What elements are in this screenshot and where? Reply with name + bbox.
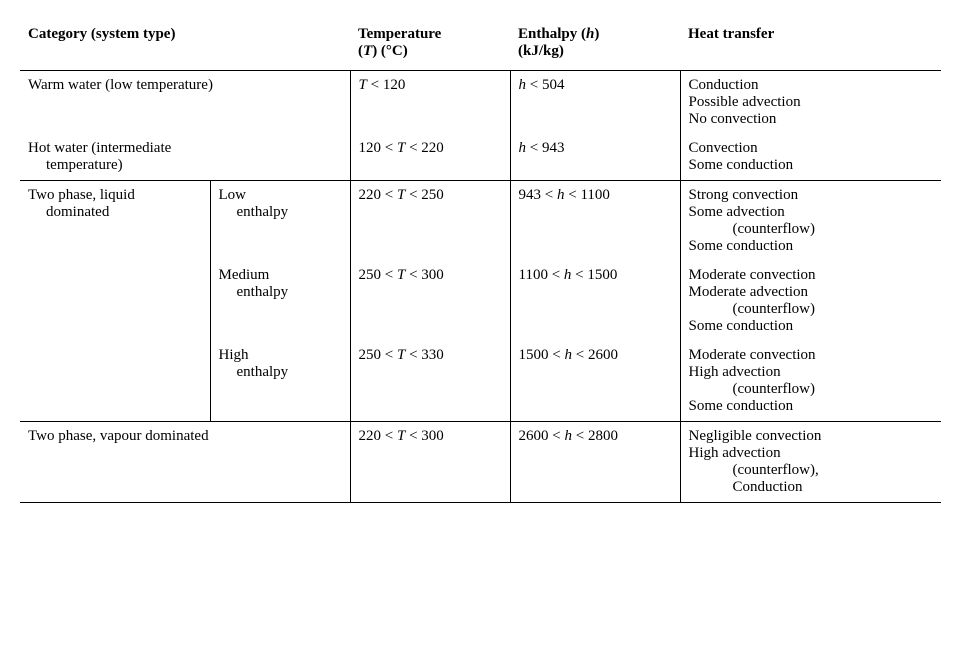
cell-temperature: 220 < T < 300 <box>350 422 510 503</box>
cell-category: Hot water (intermediate temperature) <box>20 134 350 181</box>
cell-category: Warm water (low temperature) <box>20 71 350 135</box>
cell-heat-transfer: Conduction Possible advection No convect… <box>680 71 941 135</box>
cell-enthalpy: 1100 < h < 1500 <box>510 261 680 341</box>
header-enthalpy: Enthalpy (h) (kJ/kg) <box>510 20 680 71</box>
cell-enthalpy: 1500 < h < 2600 <box>510 341 680 422</box>
cell-temperature: 120 < T < 220 <box>350 134 510 181</box>
cell-temperature: T < 120 <box>350 71 510 135</box>
cell-heat-transfer: Moderate convection Moderate advection (… <box>680 261 941 341</box>
cell-heat-transfer: Strong convection Some advection (counte… <box>680 181 941 262</box>
cell-subcategory: Low enthalpy <box>210 181 350 262</box>
cell-enthalpy: 2600 < h < 2800 <box>510 422 680 503</box>
cell-category: Two phase, vapour dominated <box>20 422 350 503</box>
row-hot-water: Hot water (intermediate temperature) 120… <box>20 134 941 181</box>
cell-subcategory: Medium enthalpy <box>210 261 350 341</box>
cell-category-group: Two phase, liquid dominated <box>20 181 210 422</box>
header-temperature: Temperature (T) (°C) <box>350 20 510 71</box>
cell-temperature: 220 < T < 250 <box>350 181 510 262</box>
cell-heat-transfer: Moderate convection High advection (coun… <box>680 341 941 422</box>
classification-table: Category (system type) Temperature (T) (… <box>20 20 941 503</box>
header-heat-transfer: Heat transfer <box>680 20 941 71</box>
cell-temperature: 250 < T < 330 <box>350 341 510 422</box>
cell-heat-transfer: Negligible convection High advection (co… <box>680 422 941 503</box>
cell-enthalpy: h < 943 <box>510 134 680 181</box>
cell-enthalpy: 943 < h < 1100 <box>510 181 680 262</box>
row-two-phase-liquid-low: Two phase, liquid dominated Low enthalpy… <box>20 181 941 262</box>
cell-subcategory: High enthalpy <box>210 341 350 422</box>
table-header-row: Category (system type) Temperature (T) (… <box>20 20 941 71</box>
header-category: Category (system type) <box>20 20 350 71</box>
row-warm-water: Warm water (low temperature) T < 120 h <… <box>20 71 941 135</box>
cell-heat-transfer: Convection Some conduction <box>680 134 941 181</box>
row-two-phase-vapour: Two phase, vapour dominated 220 < T < 30… <box>20 422 941 503</box>
cell-enthalpy: h < 504 <box>510 71 680 135</box>
cell-temperature: 250 < T < 300 <box>350 261 510 341</box>
